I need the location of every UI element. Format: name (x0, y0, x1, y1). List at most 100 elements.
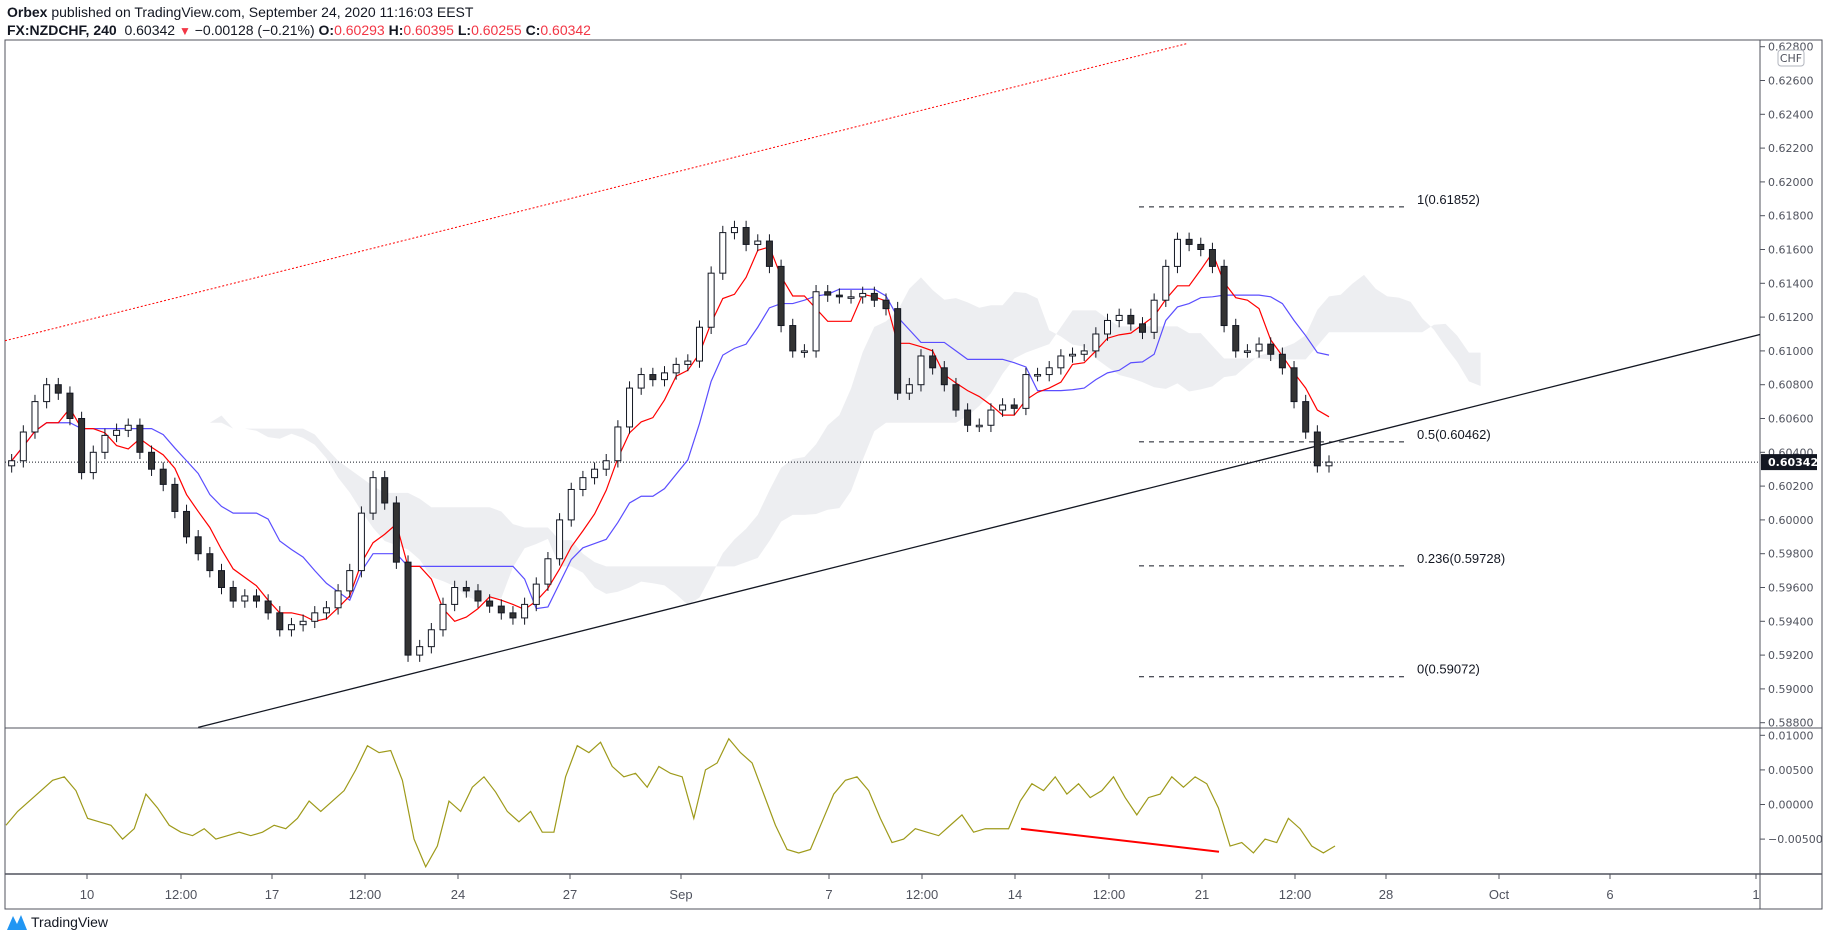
high-value: 0.60395 (403, 22, 454, 38)
kijun-line (11, 288, 1330, 610)
candle-up (322, 607, 330, 614)
osc-tick-label: −0.00500 (1768, 833, 1823, 846)
price-tick-label: 0.59600 (1768, 582, 1814, 595)
candle-down (66, 392, 74, 419)
fib-level-label: 0.236(0.59728) (1417, 551, 1505, 566)
candle-down (1290, 367, 1298, 403)
price-tick-label: 0.62200 (1768, 142, 1814, 155)
low-value: 0.60255 (471, 22, 522, 38)
candle-down (206, 553, 214, 572)
osc-tick-label: 0.01000 (1768, 729, 1814, 742)
candle-down (1138, 323, 1146, 333)
candle-up (754, 240, 762, 245)
osc-tick-label: 0.00000 (1768, 799, 1814, 812)
candle-up (427, 629, 435, 648)
time-tick-label: 21 (1195, 887, 1209, 902)
candle-up (451, 587, 459, 605)
price-tick-label: 0.61400 (1768, 277, 1814, 290)
candle-down (509, 612, 517, 619)
candle-up (101, 434, 109, 453)
symbol-name[interactable]: FX:NZDCHF, 240 (7, 22, 117, 38)
candle-up (1150, 299, 1158, 333)
candle-up (975, 424, 983, 428)
candle-up (812, 291, 820, 352)
candle-up (1092, 333, 1100, 352)
last-price: 0.60342 (124, 22, 176, 38)
candle-down (765, 240, 773, 267)
candle-up (1034, 374, 1042, 377)
candle-up (847, 296, 855, 299)
candle-down (497, 605, 505, 614)
price-tick-label: 0.60600 (1768, 413, 1814, 426)
candle-down (1127, 314, 1135, 325)
candle-up (369, 477, 377, 514)
currency-badge[interactable] (1777, 49, 1805, 67)
candle-up (859, 292, 867, 298)
candle-down (894, 308, 902, 394)
time-tick-label: 12:00 (1279, 887, 1312, 902)
candle-down (381, 477, 389, 504)
channel-top-line[interactable] (4, 42, 1189, 342)
time-tick-label: 14 (1008, 887, 1022, 902)
tenkan-line (11, 246, 1330, 623)
last-price-badge-label: 0.60342 (1768, 456, 1818, 469)
divergence-line[interactable] (1020, 827, 1220, 853)
price-tick-label: 0.62400 (1768, 108, 1814, 121)
time-tick-label: Sep (669, 887, 692, 902)
candle-down (229, 587, 237, 602)
candle-down (789, 325, 797, 352)
price-tick-label: 0.62000 (1768, 176, 1814, 189)
candle-up (1045, 367, 1053, 376)
candle-down (742, 227, 750, 245)
candle-up (1162, 265, 1170, 301)
publisher-name[interactable]: Orbex (7, 4, 48, 20)
candle-up (287, 624, 295, 631)
candle-down (404, 561, 412, 656)
candle-up (113, 429, 121, 436)
candle-down (649, 374, 657, 381)
candle-down (964, 409, 972, 426)
candle-up (719, 232, 727, 274)
candle-up (299, 620, 307, 626)
candle-up (43, 384, 51, 403)
candle-up (579, 477, 587, 490)
candle-up (1022, 374, 1030, 409)
candle-up (334, 590, 342, 609)
candle-up (800, 350, 808, 353)
price-tick-label: 0.59200 (1768, 649, 1814, 662)
price-tick-label: 0.62600 (1768, 75, 1814, 88)
chart-frame (4, 39, 1823, 910)
high-label: H: (388, 22, 404, 38)
candle-up (31, 401, 39, 433)
candle-down (194, 536, 202, 555)
price-tick-label: 0.60800 (1768, 379, 1814, 392)
candle-up (917, 355, 925, 386)
oscillator-line (5, 737, 1336, 869)
fib-level-label: 0(0.59072) (1417, 662, 1480, 677)
candle-down (148, 451, 156, 470)
chart-header: Orbex published on TradingView.com, Sept… (7, 3, 591, 40)
candle-up (695, 326, 703, 362)
candle-down (54, 384, 62, 394)
time-tick-label: 6 (1606, 887, 1613, 902)
price-tick-label: 0.61200 (1768, 311, 1814, 324)
down-arrow-icon: ▼ (178, 24, 191, 38)
candle-down (218, 570, 226, 588)
candle-up (346, 570, 354, 592)
candle-down (136, 424, 144, 453)
candle-down (824, 291, 832, 296)
candle-up (567, 488, 575, 521)
tradingview-logo[interactable]: TradingView (6, 912, 108, 932)
price-change: −0.00128 (−0.21%) (194, 22, 315, 38)
publish-line: Orbex published on TradingView.com, Sept… (7, 3, 591, 21)
osc-tick-label: 0.00500 (1768, 764, 1814, 777)
candle-down (474, 590, 482, 602)
candle-up (1069, 353, 1077, 357)
support-trendline[interactable] (198, 333, 1761, 729)
candle-up (1243, 350, 1251, 353)
candle-up (556, 519, 564, 560)
candle-up (905, 384, 913, 394)
candle-up (637, 374, 645, 389)
publish-info: published on TradingView.com, September … (51, 4, 474, 20)
